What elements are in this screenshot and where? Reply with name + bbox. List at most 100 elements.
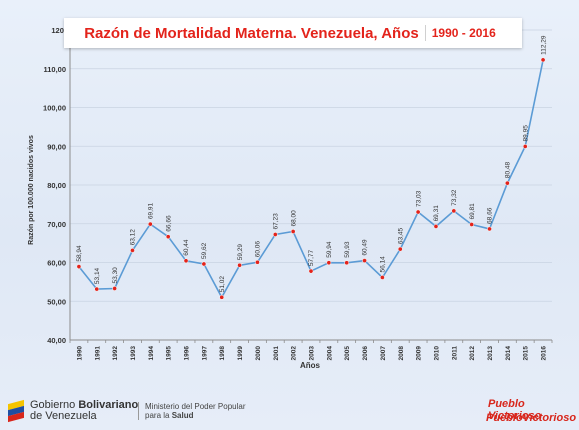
data-point-1990 [76,264,82,269]
x-tick-label: 2016 [541,346,548,361]
y-tick-label: 70,00 [47,220,66,229]
y-tick-label: 60,00 [47,259,66,268]
ministry-line2-bold: Salud [171,411,194,420]
data-label-1999: 59,29 [237,244,244,261]
data-point-1996 [183,258,189,264]
data-point-2006 [362,258,367,263]
pueblo-victorioso-logo: Pueblo Victorioso PuebloVictorioso [486,394,576,428]
x-tick-label: 2009 [416,346,423,361]
data-label-2013: 68,66 [487,207,494,224]
ministry-line2-prefix: para la [145,411,170,420]
x-tick-label: 1995 [166,346,173,361]
data-point-2014 [505,180,510,186]
ministry-label: Ministerio del Poder Popular para la Sal… [138,402,246,420]
chart-title: Razón de Mortalidad Materna. Venezuela, … [84,24,419,42]
data-point-2005 [344,260,350,266]
data-point-1998 [219,294,225,300]
data-point-1993 [130,248,135,253]
data-label-1998: 51,02 [219,276,226,293]
data-label-1997: 59,62 [201,242,208,259]
y-tick-label: 50,00 [47,297,66,306]
x-tick-label: 2005 [344,346,351,361]
pueblo-victorioso-text: PuebloVictorioso [486,412,577,424]
y-axis-label: Razón por 100.000 nacidos vivos [28,135,35,245]
data-label-2011: 73,32 [451,189,458,206]
data-label-2015: 89,95 [522,125,529,142]
x-tick-label: 2000 [255,346,262,361]
x-tick-label: 1997 [201,346,208,361]
data-point-2012 [469,222,475,227]
data-point-1992 [112,286,117,291]
venezuela-flag-icon [8,399,24,423]
data-label-2014: 80,48 [505,161,512,178]
x-tick-label: 2001 [273,346,280,361]
data-point-1991 [94,286,100,292]
data-point-2010 [433,224,439,229]
chart-title-years: 1990 - 2016 [424,25,502,41]
x-tick-label: 2015 [523,346,530,361]
data-label-2004: 59,94 [326,241,333,258]
x-tick-label: 1996 [184,346,191,361]
y-tick-label: 40,00 [47,336,66,345]
x-tick-label: 2002 [291,346,298,361]
x-tick-label: 2008 [398,346,405,361]
x-tick-label: 1993 [130,346,137,361]
data-label-2005: 59,93 [344,241,351,258]
data-point-2015 [522,144,528,149]
data-point-2008 [397,246,403,252]
data-label-2009: 73,03 [415,190,422,207]
data-label-2012: 69,81 [469,203,476,220]
ministry-line1: Ministerio del Poder Popular [145,402,246,411]
data-label-1994: 69,91 [148,202,155,219]
data-markers [76,57,546,300]
data-point-1997 [201,261,207,267]
data-label-2001: 67,23 [272,213,279,230]
data-point-2013 [487,226,492,232]
data-label-2002: 68,00 [290,210,297,227]
data-label-2000: 60,06 [255,241,262,258]
gov-line1-prefix: Gobierno [30,399,76,411]
data-point-2003 [308,268,314,274]
x-tick-label: 1994 [148,346,155,361]
data-label-1990: 58,94 [76,245,83,262]
x-tick-label: 1999 [237,346,244,361]
chart-title-box: Razón de Mortalidad Materna. Venezuela, … [64,18,522,48]
data-point-2007 [380,275,385,280]
axes [69,30,553,343]
gov-line1-bold: Bolivariano [78,399,139,411]
y-tick-label: 90,00 [47,142,66,151]
gobierno-bolivariano-logo: Gobierno Bolivariano de Venezuela [8,399,139,423]
data-point-2002 [290,229,296,234]
data-point-2004 [326,260,332,266]
y-tick-label: 110,00 [43,65,66,74]
data-point-1994 [147,221,153,227]
footer: Gobierno Bolivariano de Venezuela Minist… [0,392,579,430]
data-label-2016: 112,29 [540,35,547,55]
data-label-1995: 66,66 [165,215,172,232]
x-tick-label: 2011 [451,346,458,360]
x-tick-label: 2010 [433,346,440,361]
x-tick-label: 1990 [76,346,83,361]
data-point-2000 [255,259,260,265]
x-tick-label: 2013 [487,346,494,361]
data-label-2006: 60,49 [362,239,369,256]
data-point-1995 [165,234,171,240]
data-label-1993: 63,12 [130,229,137,246]
x-tick-label: 2006 [362,346,369,361]
x-tick-label: 1991 [94,346,101,361]
x-tick-label: 2007 [380,346,387,361]
y-tick-label: 100,00 [43,104,66,113]
data-label-2010: 69,31 [433,205,440,222]
y-tick-labels: 40,00 50,00 60,00 70,00 80,00 90,00 100,00 110,… [43,26,66,345]
data-point-2016 [540,57,546,63]
data-label-1996: 60,44 [183,239,190,256]
x-axis-label: Años [300,361,321,370]
data-label-2008: 63,45 [397,227,404,244]
pueblo-victorioso-top: Pueblo Victorioso [488,398,542,422]
data-label-2003: 57,77 [308,249,315,266]
line-chart: 40,00 50,00 60,00 70,00 80,00 90,00 100,00 110,… [28,26,553,370]
x-tick-label: 2014 [505,346,512,361]
data-point-2001 [272,232,278,237]
y-tick-label: 120, [51,26,66,35]
